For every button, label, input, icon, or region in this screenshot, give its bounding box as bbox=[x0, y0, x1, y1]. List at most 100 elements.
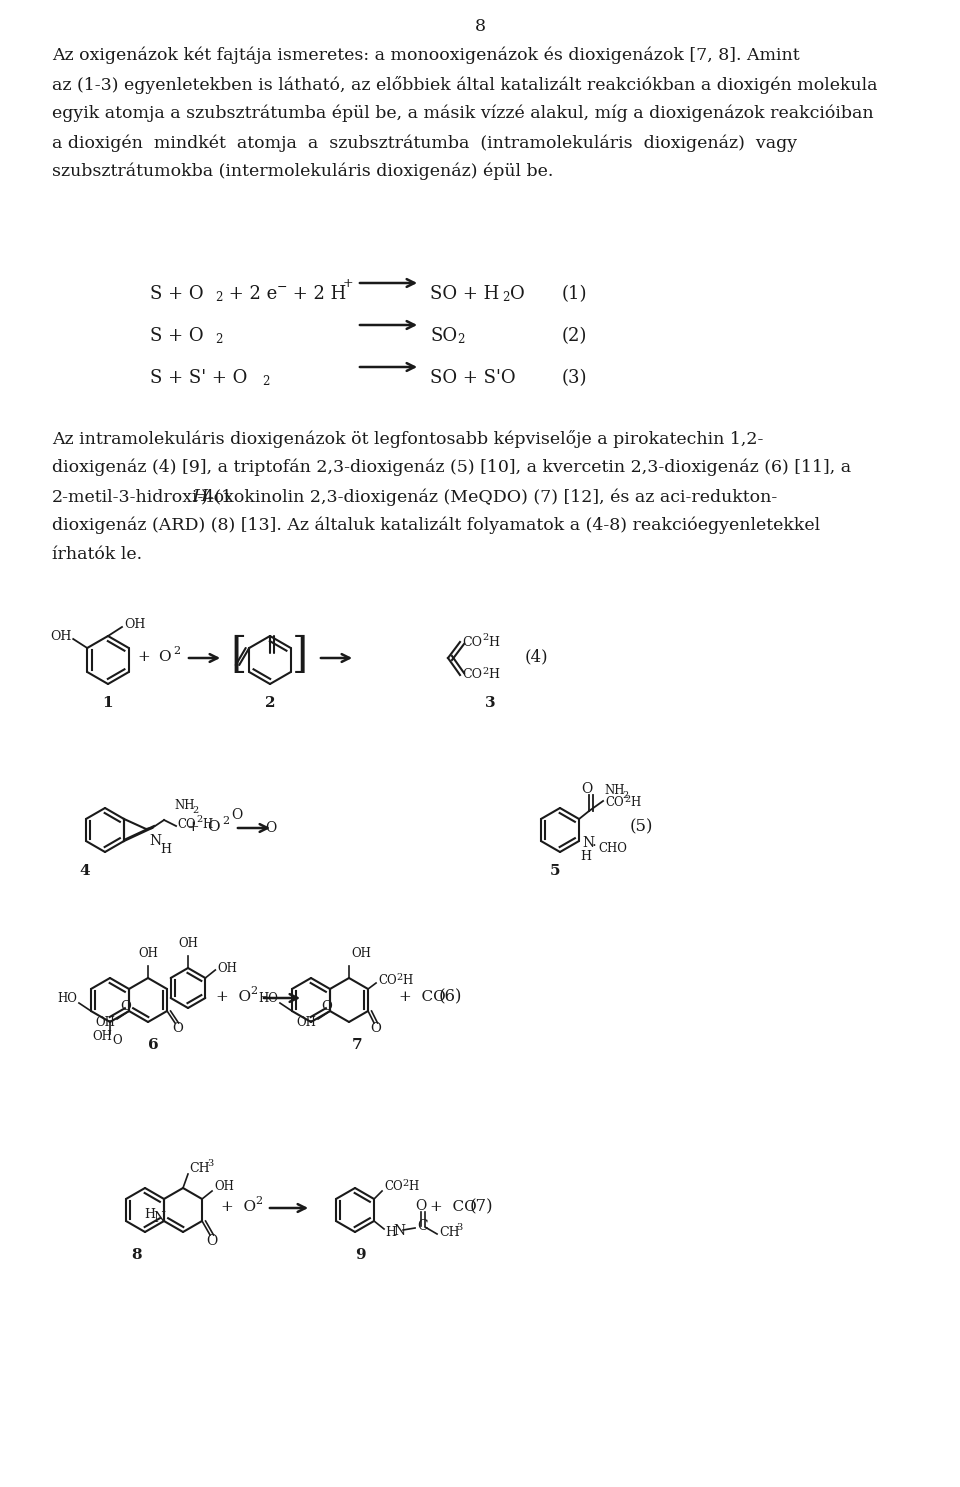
Text: 9: 9 bbox=[354, 1248, 366, 1262]
Text: CO: CO bbox=[462, 635, 482, 648]
Text: HO: HO bbox=[258, 992, 278, 1005]
Text: )-oxokinolin 2,3-dioxigenáz (MeQDO) (7) [12], és az aci-redukton-: )-oxokinolin 2,3-dioxigenáz (MeQDO) (7) … bbox=[202, 488, 778, 506]
Text: OH: OH bbox=[178, 937, 198, 950]
Text: 3: 3 bbox=[456, 1224, 463, 1233]
Text: 4: 4 bbox=[80, 864, 90, 877]
Text: H: H bbox=[580, 849, 591, 862]
Text: dioxigenáz (ARD) (8) [13]. Az általuk katalizált folyamatok a (4-8) reakcióegyen: dioxigenáz (ARD) (8) [13]. Az általuk ka… bbox=[52, 517, 820, 534]
Text: H: H bbox=[192, 488, 207, 506]
Text: H: H bbox=[202, 818, 212, 831]
Text: (6): (6) bbox=[439, 989, 463, 1005]
Text: 2: 2 bbox=[196, 815, 203, 824]
Text: N: N bbox=[582, 836, 594, 851]
Text: 2: 2 bbox=[262, 375, 270, 388]
Text: 8: 8 bbox=[132, 1248, 142, 1262]
Text: + 2 e: + 2 e bbox=[223, 286, 277, 303]
Text: N: N bbox=[149, 834, 161, 848]
Text: O: O bbox=[510, 286, 525, 303]
Text: 2: 2 bbox=[396, 972, 402, 981]
Text: ·: · bbox=[592, 839, 597, 854]
Text: OH: OH bbox=[95, 1017, 115, 1029]
Text: +  CO: + CO bbox=[430, 1200, 477, 1213]
Text: 2: 2 bbox=[402, 1179, 408, 1188]
Text: CH: CH bbox=[439, 1225, 460, 1239]
Text: OH: OH bbox=[217, 962, 237, 974]
Text: írhatók le.: írhatók le. bbox=[52, 546, 142, 564]
Text: 7: 7 bbox=[351, 1038, 362, 1051]
Text: NH: NH bbox=[604, 785, 625, 797]
Text: CO: CO bbox=[462, 669, 482, 681]
Text: 2: 2 bbox=[215, 333, 223, 346]
Text: 2: 2 bbox=[250, 986, 257, 996]
Text: egyik atomja a szubsztrátumba épül be, a másik vízzé alakul, míg a dioxigenázok : egyik atomja a szubsztrátumba épül be, a… bbox=[52, 106, 874, 122]
Text: H: H bbox=[144, 1209, 156, 1221]
Text: O: O bbox=[371, 1023, 381, 1035]
Text: +  O: + O bbox=[216, 990, 252, 1004]
Text: 8: 8 bbox=[474, 18, 486, 36]
Text: (3): (3) bbox=[562, 369, 588, 387]
Text: (7): (7) bbox=[470, 1199, 493, 1215]
Text: 2: 2 bbox=[222, 816, 229, 825]
Text: O: O bbox=[416, 1199, 426, 1213]
Text: 2-metil-3-hidroxi-4(1: 2-metil-3-hidroxi-4(1 bbox=[52, 488, 233, 506]
Text: H: H bbox=[402, 974, 412, 987]
Text: +  O: + O bbox=[221, 1200, 256, 1213]
Text: 2: 2 bbox=[173, 645, 180, 656]
Text: 2: 2 bbox=[457, 333, 465, 346]
Text: OH: OH bbox=[92, 1030, 112, 1044]
Text: 2: 2 bbox=[255, 1196, 262, 1206]
Text: 6: 6 bbox=[148, 1038, 158, 1051]
Text: HO: HO bbox=[57, 992, 77, 1005]
Text: OH: OH bbox=[351, 947, 371, 961]
Text: OH: OH bbox=[50, 630, 71, 644]
Text: H: H bbox=[160, 843, 171, 857]
Text: (2): (2) bbox=[562, 327, 588, 345]
Text: O: O bbox=[158, 650, 171, 665]
Text: −: − bbox=[277, 281, 287, 294]
Text: N: N bbox=[153, 1210, 165, 1225]
Text: [: [ bbox=[229, 633, 246, 677]
Text: 2: 2 bbox=[265, 696, 276, 709]
Text: +: + bbox=[343, 277, 353, 290]
Text: OH: OH bbox=[214, 1181, 234, 1194]
Text: 2: 2 bbox=[482, 633, 489, 642]
Text: CO: CO bbox=[605, 797, 624, 809]
Text: Az intramolekuláris dioxigenázok öt legfontosabb képviselője a pirokatechin 1,2-: Az intramolekuláris dioxigenázok öt legf… bbox=[52, 430, 763, 448]
Text: CO: CO bbox=[177, 818, 196, 831]
Text: 3: 3 bbox=[485, 696, 495, 709]
Text: 3: 3 bbox=[207, 1158, 213, 1167]
Text: O: O bbox=[173, 1023, 183, 1035]
Text: +  CO: + CO bbox=[399, 990, 445, 1004]
Text: +: + bbox=[186, 819, 200, 834]
Text: + 2 H: + 2 H bbox=[287, 286, 347, 303]
Text: O: O bbox=[265, 821, 276, 836]
Text: O: O bbox=[112, 1033, 122, 1047]
Text: (1): (1) bbox=[562, 286, 588, 303]
Text: 2: 2 bbox=[482, 666, 489, 675]
Text: S + O: S + O bbox=[150, 327, 204, 345]
Text: SO: SO bbox=[430, 327, 457, 345]
Text: OH: OH bbox=[124, 619, 145, 632]
Text: O: O bbox=[231, 807, 243, 822]
Text: OH: OH bbox=[138, 947, 158, 961]
Text: 2: 2 bbox=[502, 291, 510, 303]
Text: +: + bbox=[137, 650, 151, 665]
Text: dioxigenáz (4) [9], a triptofán 2,3-dioxigenáz (5) [10], a kvercetin 2,3-dioxige: dioxigenáz (4) [9], a triptofán 2,3-diox… bbox=[52, 459, 852, 476]
Text: H: H bbox=[488, 635, 499, 648]
Text: CO: CO bbox=[384, 1181, 402, 1194]
Text: CH: CH bbox=[189, 1161, 209, 1175]
Text: S + O: S + O bbox=[150, 286, 204, 303]
Text: CHO: CHO bbox=[598, 843, 627, 855]
Text: a dioxigén  mindkét  atomja  a  szubsztrátumba  (intramolekuláris  dioxigenáz)  : a dioxigén mindkét atomja a szubsztrátum… bbox=[52, 134, 797, 152]
Text: 5: 5 bbox=[550, 864, 561, 877]
Text: 2: 2 bbox=[192, 806, 199, 815]
Text: az (1-3) egyenletekben is látható, az előbbiek által katalizált reakciókban a di: az (1-3) egyenletekben is látható, az el… bbox=[52, 76, 877, 94]
Text: N: N bbox=[393, 1224, 405, 1239]
Text: OH: OH bbox=[297, 1017, 316, 1029]
Text: NH: NH bbox=[174, 799, 195, 812]
Text: 2: 2 bbox=[624, 794, 631, 803]
Text: 2: 2 bbox=[215, 291, 223, 303]
Text: SO + S'O: SO + S'O bbox=[430, 369, 516, 387]
Text: szubsztrátumokba (intermolekuláris dioxigenáz) épül be.: szubsztrátumokba (intermolekuláris dioxi… bbox=[52, 164, 553, 180]
Text: O: O bbox=[207, 819, 220, 834]
